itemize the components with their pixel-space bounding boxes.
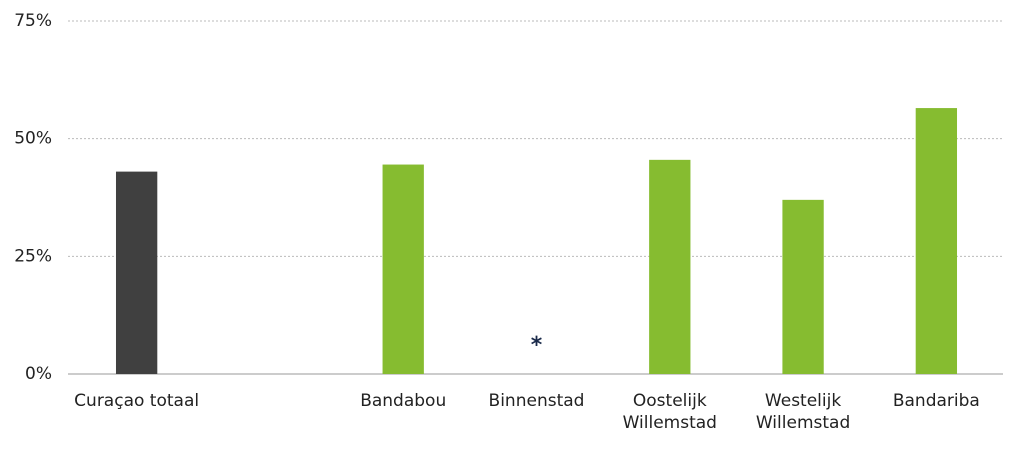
- bar: [915, 108, 958, 374]
- x-tick-label: Curaçao totaal: [74, 391, 200, 411]
- x-tick-label: Bandariba: [892, 391, 980, 411]
- annotation: *: [531, 333, 543, 358]
- bar: [782, 199, 824, 374]
- y-tick-label: 50%: [14, 129, 52, 149]
- y-tick-label: 0%: [25, 364, 52, 384]
- y-tick-label: 75%: [14, 11, 52, 31]
- x-tick-label: Binnenstad: [488, 391, 585, 411]
- bar: [649, 159, 691, 374]
- bar: [115, 171, 158, 374]
- bar: [382, 164, 424, 374]
- x-tick-label: Oostelijk Willemstad: [622, 391, 717, 433]
- x-tick-label: Westelijk Willemstad: [755, 391, 851, 433]
- x-tick-label: Bandabou: [360, 391, 447, 411]
- y-tick-label: 25%: [14, 246, 52, 266]
